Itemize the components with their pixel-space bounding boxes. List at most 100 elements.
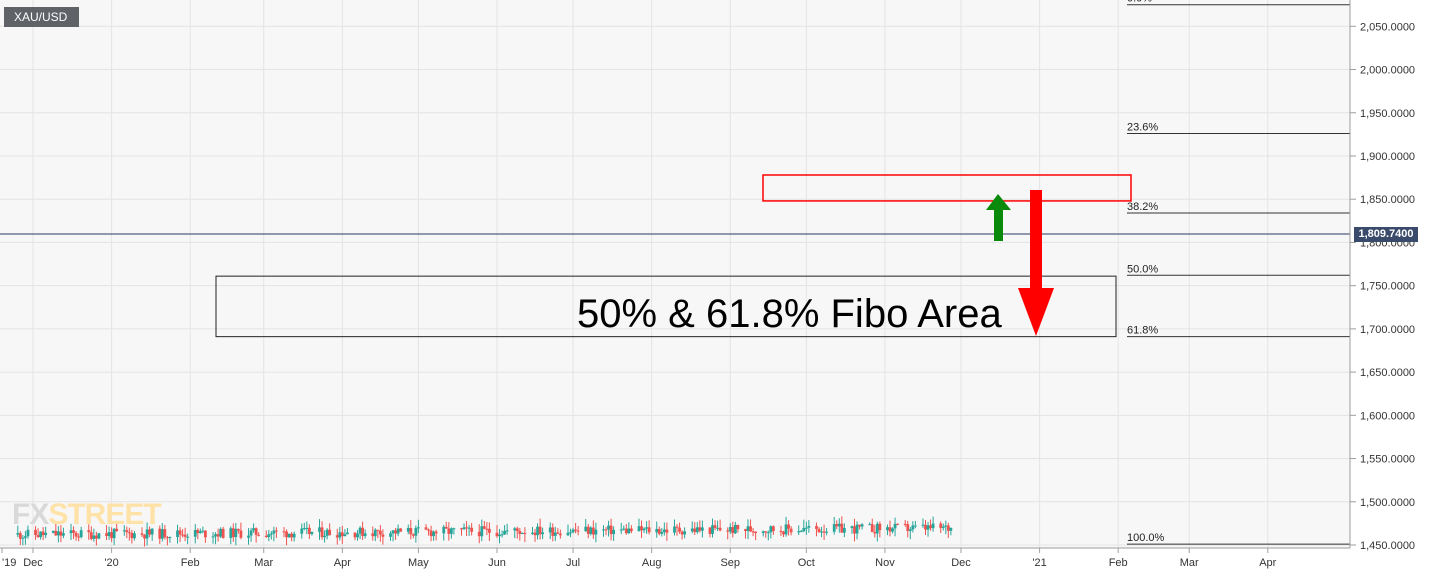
candle-body [860, 524, 864, 527]
candle [21, 535, 25, 546]
candle [609, 518, 613, 541]
candle [533, 528, 537, 542]
candle-body [754, 531, 758, 534]
candle [34, 526, 37, 540]
candle [432, 530, 436, 541]
candle-body [305, 527, 309, 529]
candle [708, 527, 712, 538]
candle [675, 524, 679, 536]
candle-body [878, 523, 882, 531]
candle-body [424, 527, 428, 530]
candle-body [624, 528, 628, 534]
candle [229, 526, 233, 545]
candle-body [698, 527, 702, 531]
candle [503, 525, 507, 535]
candle [353, 532, 357, 541]
candle [358, 526, 362, 540]
candle-body [234, 528, 238, 538]
candle [591, 520, 595, 539]
candle [566, 524, 570, 537]
candle-body [482, 526, 486, 529]
candle [584, 519, 588, 532]
candle [343, 529, 347, 537]
candle [39, 531, 43, 540]
candle [518, 527, 522, 541]
candle-body [110, 532, 114, 539]
candle-body [939, 523, 943, 528]
candle-body [39, 531, 43, 538]
candle [110, 527, 114, 542]
x-tick-label: Nov [875, 557, 895, 569]
candle-body [163, 529, 167, 538]
candle-body [520, 532, 524, 534]
candle-body [766, 532, 770, 534]
candle [264, 530, 268, 539]
candle-body [946, 525, 950, 531]
candle [198, 528, 202, 534]
candle [447, 522, 451, 541]
candle-body [619, 529, 623, 531]
candle [442, 524, 446, 541]
candle-body [505, 530, 509, 532]
candle-body [165, 537, 169, 539]
candle-body [716, 527, 719, 529]
candle [612, 526, 616, 541]
candle [718, 519, 722, 532]
candle [363, 529, 367, 539]
candle [160, 523, 164, 542]
candle-body [373, 529, 377, 537]
candle [860, 523, 864, 530]
candle-body [94, 535, 98, 539]
candle [619, 522, 623, 534]
candle-body [275, 530, 278, 532]
candle-body [850, 526, 854, 529]
candle-body [307, 527, 311, 535]
candle [695, 522, 699, 534]
candle [181, 529, 184, 538]
candle-body [744, 529, 747, 531]
candle [409, 520, 413, 540]
candle-body [54, 530, 58, 536]
candle [629, 525, 633, 534]
candle-body [558, 533, 562, 536]
candle [665, 522, 669, 541]
candle-body [239, 530, 243, 538]
candle-body [678, 527, 681, 532]
candle-body [158, 528, 162, 539]
fibo-area-box [215, 275, 1117, 338]
candle [143, 534, 146, 547]
y-tick-label: 1,700.0000 [1360, 324, 1415, 336]
x-axis: '19 Dec '20 Feb Mar Apr May Jun Jul Aug Sep Oct Nov D… [1, 548, 1277, 569]
candle-body [503, 530, 507, 535]
candle [680, 530, 684, 540]
candle-body [18, 533, 22, 539]
candle-body [612, 529, 616, 535]
candle-body [779, 530, 783, 532]
candle-body [802, 527, 806, 532]
candle-body [929, 525, 932, 529]
candle-body [711, 525, 714, 534]
candle [716, 520, 719, 532]
candle-body [376, 529, 380, 531]
candle-body [693, 528, 697, 533]
candle-body [736, 524, 740, 530]
y-tick-label: 1,450.0000 [1360, 540, 1415, 552]
candle [399, 527, 403, 532]
candle [323, 530, 326, 543]
candle [782, 530, 785, 538]
candle [787, 520, 790, 536]
candle [247, 528, 250, 545]
candle-body [378, 530, 382, 535]
candle-body [908, 529, 912, 531]
candle [513, 527, 517, 539]
candle [183, 527, 187, 542]
candle-body [875, 523, 879, 534]
candle [700, 520, 704, 538]
candle-body [858, 524, 861, 527]
candle [460, 527, 463, 536]
candle [556, 528, 560, 535]
candle [125, 526, 129, 539]
candle [465, 521, 468, 537]
candle-body [825, 531, 829, 533]
